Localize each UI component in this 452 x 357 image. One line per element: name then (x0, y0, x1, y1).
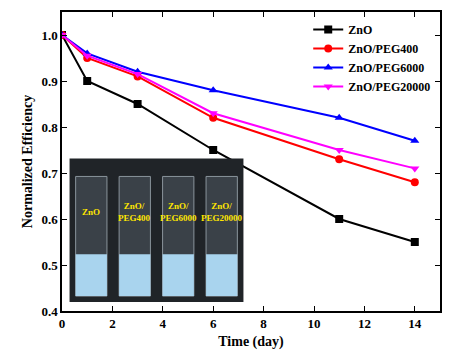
svg-text:ZnO/PEG400: ZnO/PEG400 (348, 42, 418, 56)
svg-text:ZnO/PEG20000: ZnO/PEG20000 (201, 201, 243, 223)
svg-text:8: 8 (260, 316, 267, 331)
svg-text:ZnO: ZnO (82, 207, 100, 217)
svg-text:0.6: 0.6 (41, 212, 58, 227)
svg-text:0.7: 0.7 (41, 166, 58, 181)
svg-text:ZnO: ZnO (348, 23, 372, 37)
svg-text:6: 6 (210, 316, 217, 331)
svg-text:0: 0 (59, 316, 66, 331)
svg-text:14: 14 (408, 316, 422, 331)
svg-text:0.4: 0.4 (41, 304, 58, 319)
svg-text:0.5: 0.5 (41, 258, 58, 273)
svg-text:ZnO/PEG6000: ZnO/PEG6000 (348, 61, 424, 75)
svg-text:ZnO/PEG20000: ZnO/PEG20000 (348, 80, 430, 94)
svg-text:Time (day): Time (day) (218, 334, 284, 350)
svg-text:12: 12 (358, 316, 371, 331)
svg-text:ZnO/PEG6000: ZnO/PEG6000 (160, 201, 197, 223)
svg-text:1.0: 1.0 (41, 28, 57, 43)
svg-text:0.8: 0.8 (41, 120, 58, 135)
svg-text:2: 2 (109, 316, 116, 331)
svg-text:10: 10 (308, 316, 321, 331)
svg-text:4: 4 (160, 316, 167, 331)
svg-text:Normalized Efficiency: Normalized Efficiency (20, 95, 35, 228)
svg-text:ZnO/PEG400: ZnO/PEG400 (118, 201, 151, 223)
svg-text:0.9: 0.9 (41, 74, 58, 89)
